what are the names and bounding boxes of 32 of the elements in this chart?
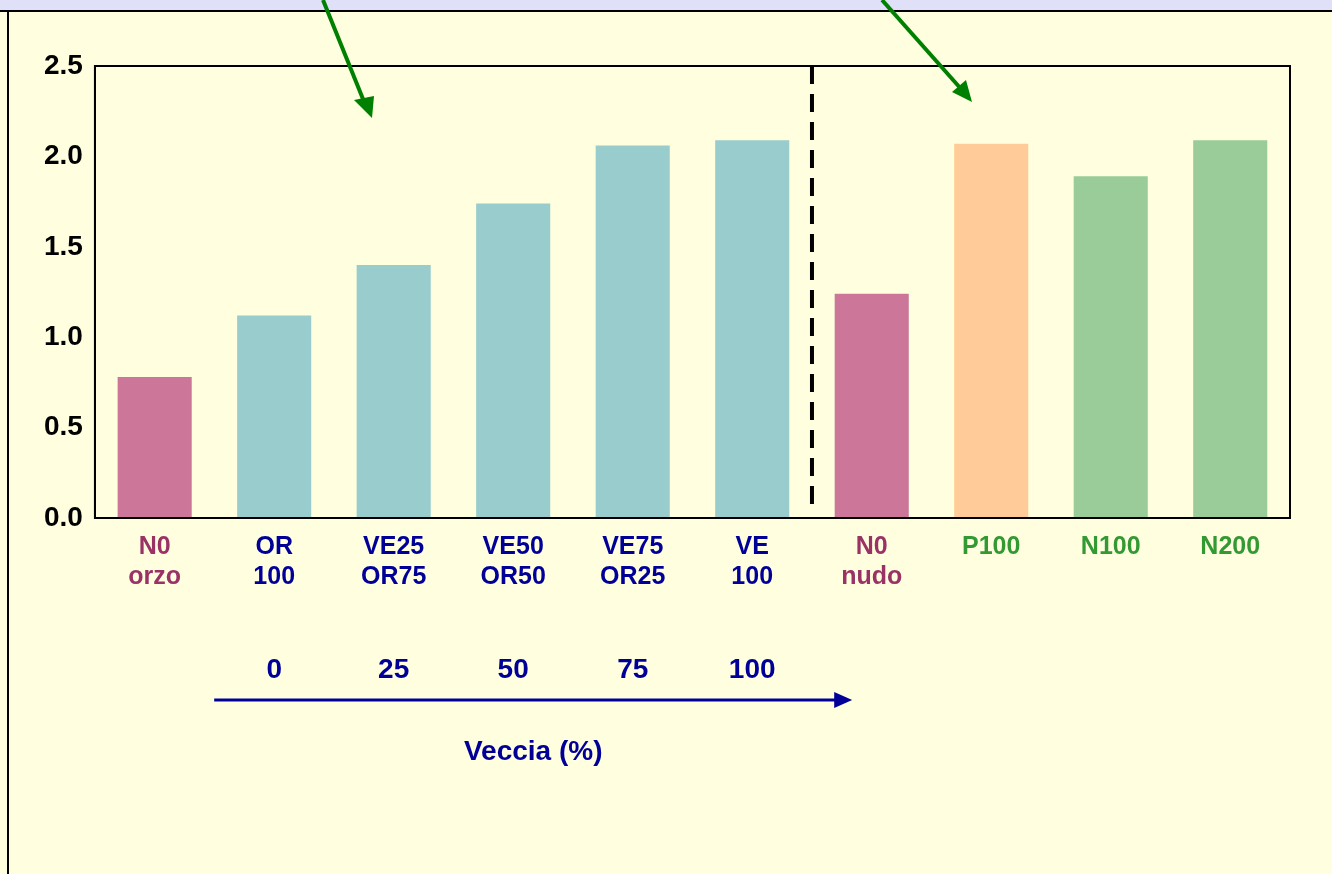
bar <box>834 293 909 518</box>
x-tick-label: OR 100 <box>253 530 296 589</box>
x-tick-label: VE75 OR25 <box>600 530 666 589</box>
bar <box>1073 176 1148 518</box>
text: Veccia (%) <box>463 735 603 766</box>
bar <box>476 203 551 518</box>
bar <box>954 143 1029 518</box>
x-tick-label: VE 100 <box>731 530 774 589</box>
bar <box>117 376 192 518</box>
y-tick-label: 2.5 <box>43 48 83 80</box>
x-tick-label: P100 <box>962 530 1021 559</box>
y-tick-label: 1.5 <box>43 229 83 261</box>
text: 0 <box>266 653 282 684</box>
y-tick-label: 0.5 <box>43 410 83 442</box>
text: 25 <box>378 653 410 684</box>
text: 75 <box>617 653 649 684</box>
bar <box>1193 140 1268 518</box>
x-tick-label: N200 <box>1200 530 1261 559</box>
y-tick-label: 0.0 <box>43 500 83 532</box>
x-tick-label: N100 <box>1080 530 1141 559</box>
bar <box>715 140 790 518</box>
x-tick-label: VE50 OR50 <box>480 530 546 589</box>
bar <box>595 145 670 518</box>
text: 50 <box>497 653 529 684</box>
x-tick-label: N0 orzo <box>128 530 182 589</box>
x-tick-label: VE25 OR75 <box>361 530 427 589</box>
y-tick-label: 1.0 <box>43 319 83 351</box>
x-tick-label: N0 nudo <box>841 530 903 589</box>
text: 100 <box>728 653 776 684</box>
y-tick-label: 2.0 <box>43 139 83 171</box>
bar <box>237 315 312 518</box>
bar <box>356 264 431 518</box>
